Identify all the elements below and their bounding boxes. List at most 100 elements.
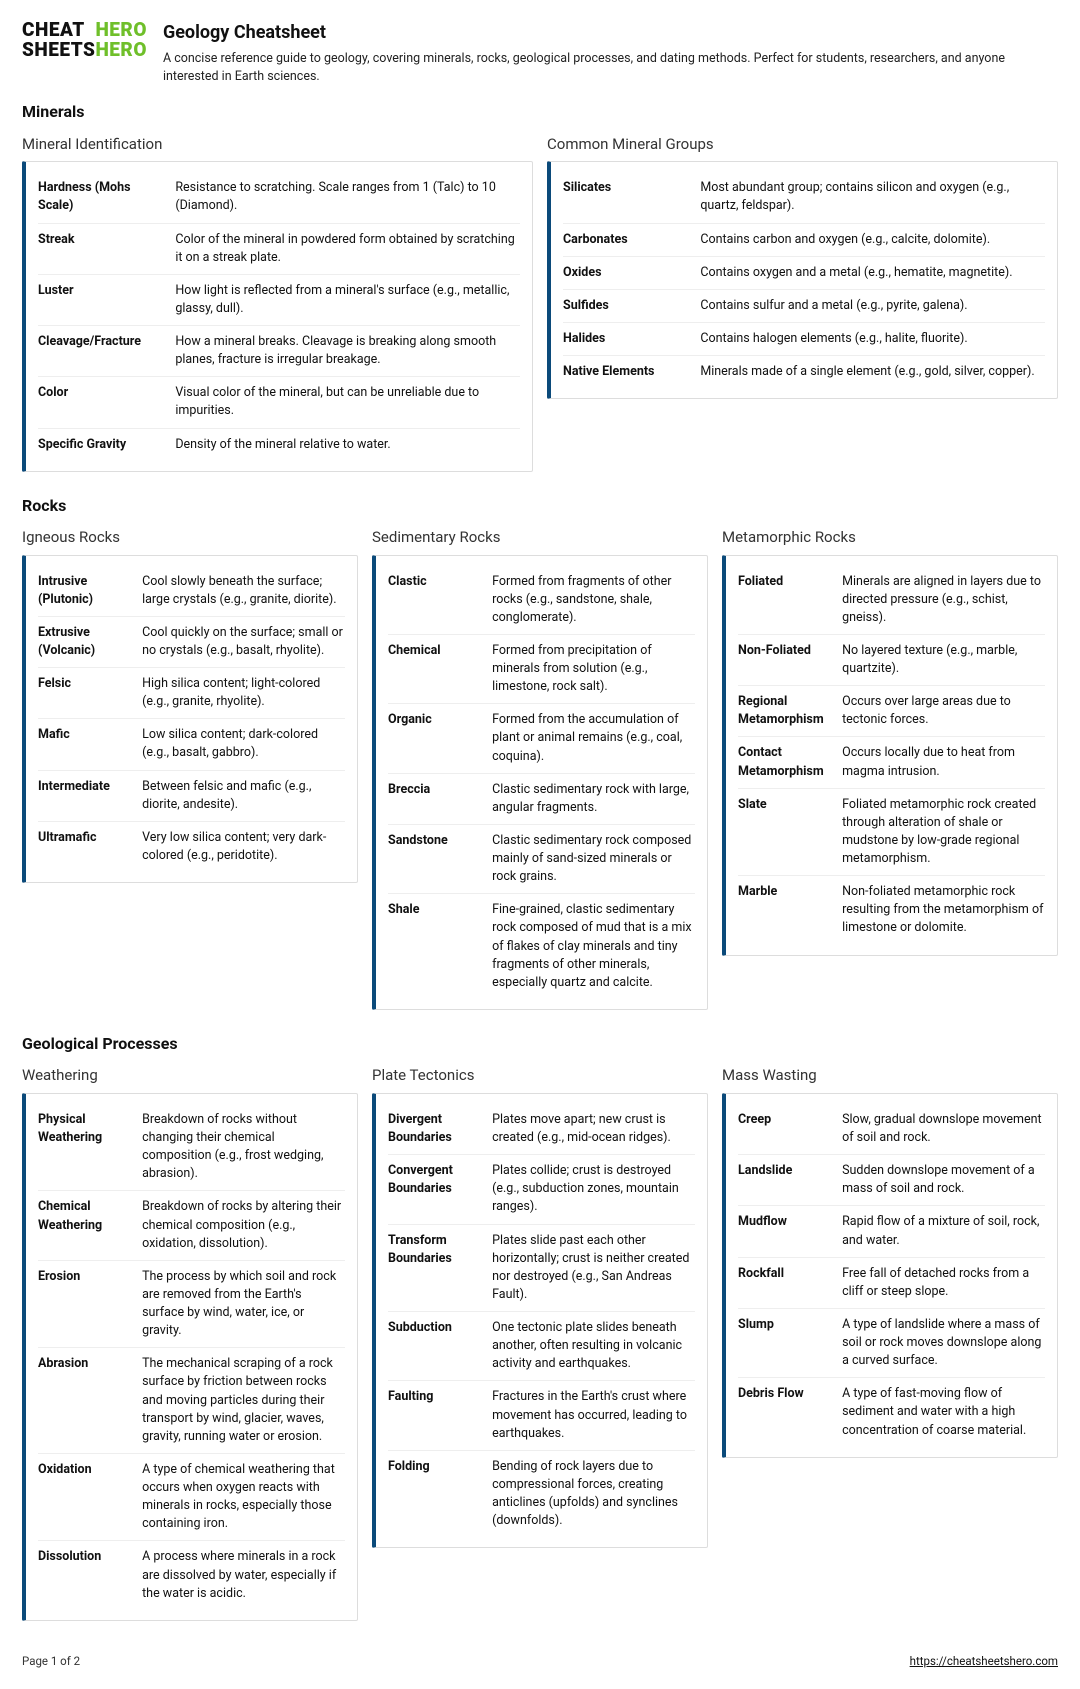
table-row: CarbonatesContains carbon and oxygen (e.… xyxy=(563,224,1045,257)
definition: Very low silica content; very dark-color… xyxy=(142,829,345,865)
metamorphic-title: Metamorphic Rocks xyxy=(722,527,1058,549)
term: Regional Metamorphism xyxy=(738,693,830,729)
table-row: Cleavage/FractureHow a mineral breaks. C… xyxy=(38,326,520,377)
sedimentary-block: Sedimentary Rocks ClasticFormed from fra… xyxy=(372,521,708,1024)
term: Color xyxy=(38,384,163,420)
table-row: Chemical WeatheringBreakdown of rocks by… xyxy=(38,1191,345,1260)
igneous-block: Igneous Rocks Intrusive (Plutonic)Cool s… xyxy=(22,521,358,1024)
table-row: Contact Metamorphism Occurs locally due t… xyxy=(738,737,1045,788)
title-block: Geology Cheatsheet A concise reference g… xyxy=(163,20,1058,86)
table-row: ErosionThe process by which soil and roc… xyxy=(38,1261,345,1349)
term: Convergent Boundaries xyxy=(388,1162,480,1216)
metamorphic-block: Metamorphic Rocks FoliatedMinerals are a… xyxy=(722,521,1058,1024)
definition: A process where minerals in a rock are d… xyxy=(142,1548,345,1602)
definition: Occurs locally due to heat from magma in… xyxy=(842,744,1045,780)
table-row: Native ElementsMinerals made of a single… xyxy=(563,356,1045,388)
section-rocks-heading: Rocks xyxy=(22,494,1058,517)
table-row: SilicatesMost abundant group; contains s… xyxy=(563,172,1045,223)
weathering-card: Physical WeatheringBreakdown of rocks wi… xyxy=(22,1093,358,1621)
table-row: Extrusive (Volcanic)Cool quickly on the … xyxy=(38,617,345,668)
definition: No layered texture (e.g., marble, quartz… xyxy=(842,642,1045,678)
mineral-groups-block: Common Mineral Groups SilicatesMost abun… xyxy=(547,128,1058,486)
definition: A type of landslide where a mass of soil… xyxy=(842,1316,1045,1370)
definition: The mechanical scraping of a rock surfac… xyxy=(142,1355,345,1446)
table-row: Non-Foliated No layered texture (e.g., ma… xyxy=(738,635,1045,686)
definition: Density of the mineral relative to water… xyxy=(175,436,520,454)
table-row: ChemicalFormed from precipitation of min… xyxy=(388,635,695,704)
term: Divergent Boundaries xyxy=(388,1111,480,1147)
term: Marble xyxy=(738,883,830,937)
logo: CHEAT HERO SHEETS HERO xyxy=(22,20,147,60)
table-row: LusterHow light is reflected from a mine… xyxy=(38,275,520,326)
page-header: CHEAT HERO SHEETS HERO Geology Cheatshee… xyxy=(22,20,1058,86)
definition: Slow, gradual downslope movement of soil… xyxy=(842,1111,1045,1147)
term: Breccia xyxy=(388,781,480,817)
definition: How a mineral breaks. Cleavage is breaki… xyxy=(175,333,520,369)
definition: Bending of rock layers due to compressio… xyxy=(492,1458,695,1531)
term: Contact Metamorphism xyxy=(738,744,830,780)
table-row: FoldingBending of rock layers due to com… xyxy=(388,1451,695,1538)
rocks-columns: Igneous Rocks Intrusive (Plutonic)Cool s… xyxy=(22,521,1058,1024)
definition: Contains halogen elements (e.g., halite,… xyxy=(700,330,1045,348)
table-row: FaultingFractures in the Earth's crust w… xyxy=(388,1381,695,1450)
term: Streak xyxy=(38,231,163,267)
definition: A type of fast-moving flow of sediment a… xyxy=(842,1385,1045,1439)
table-row: SubductionOne tectonic plate slides bene… xyxy=(388,1312,695,1381)
section-processes-heading: Geological Processes xyxy=(22,1032,1058,1055)
definition: Breakdown of rocks by altering their che… xyxy=(142,1198,345,1252)
term: Sulfides xyxy=(563,297,688,315)
logo-text-2: HERO xyxy=(95,20,147,40)
table-row: Debris FlowA type of fast-moving flow of… xyxy=(738,1378,1045,1446)
table-row: Intrusive (Plutonic)Cool slowly beneath … xyxy=(38,566,345,617)
definition: Cool slowly beneath the surface; large c… xyxy=(142,573,345,609)
mineral-groups-title: Common Mineral Groups xyxy=(547,134,1058,156)
term: Subduction xyxy=(388,1319,480,1373)
sedimentary-card: ClasticFormed from fragments of other ro… xyxy=(372,555,708,1010)
page-subtitle: A concise reference guide to geology, co… xyxy=(163,50,1058,86)
term: Abrasion xyxy=(38,1355,130,1446)
definition: Clastic sedimentary rock composed mainly… xyxy=(492,832,695,886)
definition: Color of the mineral in powdered form ob… xyxy=(175,231,520,267)
masswasting-card: Creep Slow, gradual downslope movement of… xyxy=(722,1093,1058,1458)
term: Erosion xyxy=(38,1268,130,1341)
metamorphic-card: FoliatedMinerals are aligned in layers d… xyxy=(722,555,1058,956)
term: Creep xyxy=(738,1111,830,1147)
term: Foliated xyxy=(738,573,830,627)
table-row: Landslide Sudden downslope movement of a … xyxy=(738,1155,1045,1206)
term: Intermediate xyxy=(38,778,130,814)
definition: Contains carbon and oxygen (e.g., calcit… xyxy=(700,231,1045,249)
mineral-identification-card: Hardness (Mohs Scale)Resistance to scrat… xyxy=(22,161,533,471)
term: Transform Boundaries xyxy=(388,1232,480,1305)
table-row: Transform BoundariesPlates slide past ea… xyxy=(388,1225,695,1313)
term: Faulting xyxy=(388,1388,480,1442)
definition: Sudden downslope movement of a mass of s… xyxy=(842,1162,1045,1198)
page-footer: Page 1 of 2 https://cheatsheetshero.com xyxy=(22,1653,1058,1670)
definition: Fine-grained, clastic sedimentary rock c… xyxy=(492,901,695,992)
term: Halides xyxy=(563,330,688,348)
term: Felsic xyxy=(38,675,130,711)
definition: A type of chemical weathering that occur… xyxy=(142,1461,345,1534)
term: Landslide xyxy=(738,1162,830,1198)
term: Slate xyxy=(738,796,830,869)
table-row: MudflowRapid flow of a mixture of soil, … xyxy=(738,1206,1045,1257)
table-row: RockfallFree fall of detached rocks from… xyxy=(738,1258,1045,1309)
definition: Plates move apart; new crust is created … xyxy=(492,1111,695,1147)
minerals-columns: Mineral Identification Hardness (Mohs Sc… xyxy=(22,128,1058,486)
definition: Plates slide past each other horizontall… xyxy=(492,1232,695,1305)
table-row: DissolutionA process where minerals in a… xyxy=(38,1541,345,1609)
term: Mafic xyxy=(38,726,130,762)
page-number: Page 1 of 2 xyxy=(22,1653,80,1670)
definition: Formed from the accumulation of plant or… xyxy=(492,711,695,765)
term: Dissolution xyxy=(38,1548,130,1602)
definition: How light is reflected from a mineral's … xyxy=(175,282,520,318)
table-row: Streak Color of the mineral in powdered f… xyxy=(38,224,520,275)
term: Native Elements xyxy=(563,363,688,381)
logo-text-4: HERO xyxy=(95,40,147,60)
processes-columns: Weathering Physical WeatheringBreakdown … xyxy=(22,1059,1058,1635)
term: Non-Foliated xyxy=(738,642,830,678)
tectonics-card: Divergent Boundaries Plates move apart; n… xyxy=(372,1093,708,1548)
table-row: MaficLow silica content; dark-colored (e… xyxy=(38,719,345,770)
definition: Formed from fragments of other rocks (e.… xyxy=(492,573,695,627)
footer-link[interactable]: https://cheatsheetshero.com xyxy=(910,1653,1058,1670)
definition: Cool quickly on the surface; small or no… xyxy=(142,624,345,660)
